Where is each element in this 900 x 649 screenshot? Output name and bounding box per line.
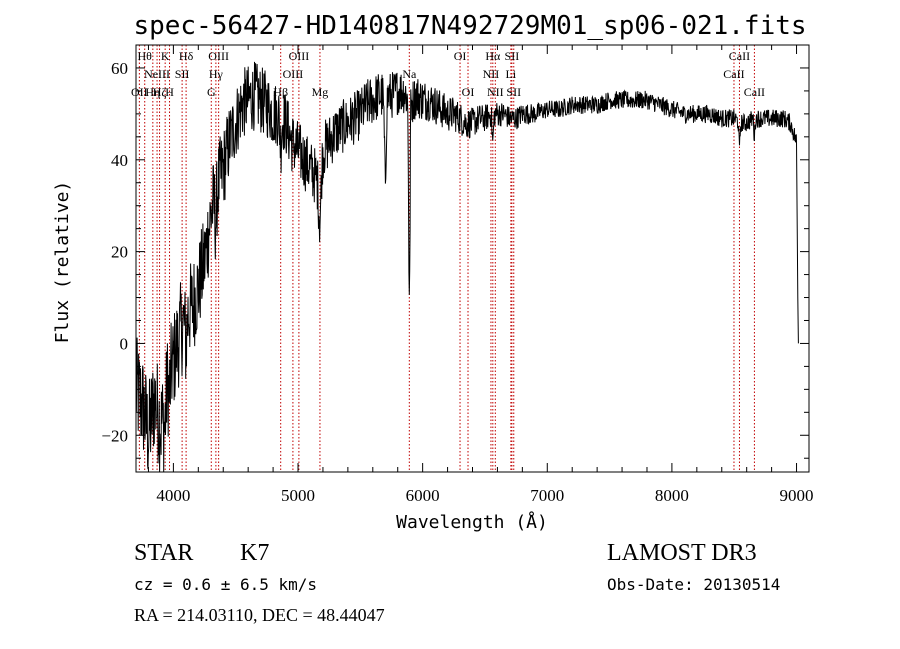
line-label: OIII (283, 67, 304, 81)
redshift-value: cz = 0.6 ± 6.5 km/s (134, 575, 317, 594)
survey-name: LAMOST DR3 (607, 540, 757, 566)
line-label: OI (462, 85, 475, 99)
line-label: CaII (744, 85, 765, 99)
line-label: CaII (723, 67, 744, 81)
x-tick-label: 4000 (156, 486, 190, 505)
line-label: NII (487, 85, 504, 99)
coordinates: RA = 214.03110, DEC = 48.44047 (134, 605, 385, 625)
line-label: H (165, 85, 174, 99)
x-tick-label: 6000 (406, 486, 440, 505)
line-label: OIII (208, 49, 229, 63)
y-axis-label: Flux (relative) (52, 181, 73, 344)
x-tick-label: 5000 (281, 486, 315, 505)
line-label: Na (402, 67, 417, 81)
line-label: Hδ (179, 49, 194, 63)
line-label: Hη (145, 85, 160, 99)
observation-date: Obs-Date: 20130514 (607, 575, 780, 594)
y-tick-label: 0 (120, 334, 129, 353)
x-tick-label: 8000 (655, 486, 689, 505)
chart-title: spec-56427-HD140817N492729M01_sp06-021.f… (133, 11, 806, 41)
spectrum-line (135, 61, 799, 473)
line-label: OIII (289, 49, 310, 63)
line-label: Hα (485, 49, 501, 63)
object-class: STAR (134, 540, 193, 566)
x-axis-label: Wavelength (Å) (396, 511, 548, 533)
line-label: Hθ (138, 49, 153, 63)
x-tick-label: 9000 (780, 486, 814, 505)
line-label: Hγ (209, 67, 224, 81)
line-label: K (161, 49, 170, 63)
line-label: Li (506, 67, 517, 81)
x-tick-label: 7000 (530, 486, 564, 505)
object-subclass: K7 (240, 540, 269, 566)
y-tick-label: −20 (101, 426, 128, 445)
y-tick-label: 40 (111, 151, 128, 170)
line-label: SII (175, 67, 190, 81)
spectral-line-labels: OIIHθHηNeIIIHζKHSIIHδGHγOIIIHβOIIIOIIIMg… (131, 49, 765, 99)
axes: 4000 5000 6000 7000 8000 9000 −20 0 20 40 60 (101, 45, 814, 505)
y-tick-label: 60 (111, 59, 128, 78)
y-tick-label: 20 (111, 243, 128, 262)
line-label: NeIII (144, 67, 170, 81)
line-label: NII (483, 67, 500, 81)
line-label: CaII (729, 49, 750, 63)
line-label: OI (454, 49, 467, 63)
line-label: SII (505, 49, 520, 63)
line-label: SII (506, 85, 521, 99)
line-label: G (207, 85, 216, 99)
line-label: OII (131, 85, 148, 99)
line-label: Mg (312, 85, 329, 99)
line-label: Hζ (153, 85, 167, 99)
